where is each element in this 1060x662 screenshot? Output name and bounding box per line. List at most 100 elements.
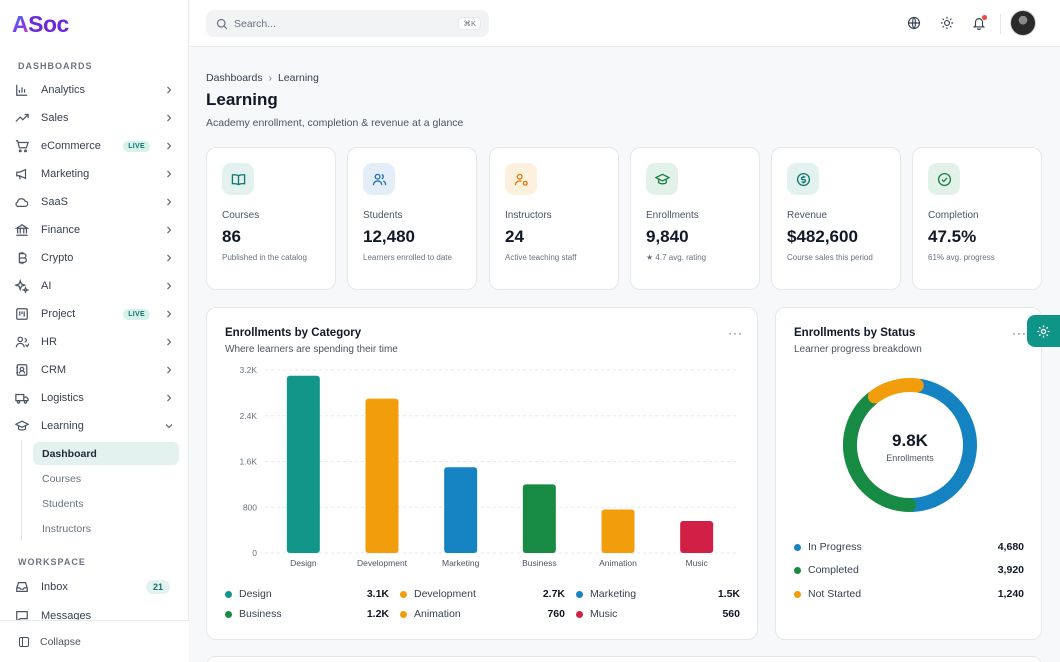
legend-dot: [794, 543, 801, 551]
sidebar-item-label: SaaS: [41, 196, 68, 208]
sidebar-item-label: Marketing: [41, 168, 90, 180]
sidebar-item-learning[interactable]: Learning: [14, 413, 174, 439]
user-cog-icon: [514, 173, 528, 186]
donut-slice-completed: [843, 391, 917, 512]
y-tick-label: 2.4K: [240, 411, 258, 421]
sidebar-item-label: Messages: [41, 610, 92, 622]
sidebar-item-sales[interactable]: Sales: [14, 105, 174, 131]
sidebar-subitem-instructors[interactable]: Instructors: [42, 522, 92, 535]
sidebar-item-crypto[interactable]: Crypto: [14, 245, 174, 271]
globe-icon[interactable]: [906, 15, 922, 31]
sidebar-item-label: Analytics: [41, 84, 86, 96]
search-box[interactable]: ⌘K: [206, 10, 489, 37]
more-options-icon[interactable]: ···: [1012, 326, 1027, 340]
sidebar-subitem-dashboard[interactable]: Dashboard: [33, 442, 179, 465]
legend-item-marketing: Marketing: [576, 588, 636, 600]
avatar[interactable]: [1010, 10, 1036, 36]
kpi-icon-box: [363, 163, 395, 195]
donut-center-label: Enrollments: [886, 453, 934, 463]
sidebar-item-label: AI: [41, 280, 52, 292]
sidebar-item-marketing[interactable]: Marketing: [14, 161, 174, 187]
kanban-icon: [14, 306, 30, 322]
next-card-partial: [206, 656, 1042, 662]
breadcrumb-chevron-icon: ›: [268, 72, 272, 84]
kpi-value: 24: [505, 227, 524, 246]
legend-label: Music: [590, 608, 618, 620]
sidebar-item-inbox[interactable]: Inbox 21: [14, 574, 174, 600]
kpi-note: Active teaching staff: [505, 253, 577, 262]
legend-dot: [576, 590, 583, 598]
legend-item-business: Business: [225, 608, 282, 620]
donut-slice-not-started: [867, 378, 924, 404]
app-logo[interactable]: ASoc: [12, 10, 69, 37]
live-badge: LIVE: [123, 308, 150, 320]
kpi-note: ★ 4.7 avg. rating: [646, 253, 707, 262]
sidebar-item-crm[interactable]: CRM: [14, 357, 174, 383]
bar-design: [286, 375, 320, 553]
sidebar-item-ai[interactable]: AI: [14, 273, 174, 299]
message-icon: [14, 608, 30, 624]
x-tick-label: Marketing: [442, 558, 480, 568]
more-options-icon[interactable]: ···: [728, 326, 743, 340]
sidebar-item-label: Project: [41, 308, 76, 320]
legend-dot: [400, 590, 407, 598]
kpi-note: 61% avg. progress: [928, 253, 995, 262]
breadcrumb-parent[interactable]: Dashboards: [206, 72, 263, 84]
sidebar-item-label: eCommerce: [41, 140, 101, 152]
sidebar-subitem-students[interactable]: Students: [42, 497, 84, 510]
sidebar-item-label: Inbox: [41, 581, 68, 593]
search-input[interactable]: [234, 17, 459, 30]
inbox-count-badge: 21: [145, 580, 170, 594]
bell-icon[interactable]: [971, 15, 987, 31]
chevron-down-icon: [164, 421, 174, 431]
kpi-card-revenue: Revenue $482,600 Course sales this perio…: [771, 147, 901, 290]
chevron-right-icon: [164, 225, 174, 235]
kpi-value: 47.5%: [928, 227, 977, 246]
sidebar-item-ecommerce[interactable]: eCommerce LIVE: [14, 133, 174, 159]
sidebar-item-label: Finance: [41, 224, 81, 236]
sidebar-item-hr[interactable]: HR: [14, 329, 174, 355]
legend-item-completed: Completed: [794, 564, 859, 576]
sidebar-item-saas[interactable]: SaaS: [14, 189, 174, 215]
chevron-right-icon: [164, 337, 174, 347]
legend-value: 2.7K: [542, 588, 565, 600]
collapse-button[interactable]: Collapse: [0, 620, 189, 662]
y-tick-label: 1.6K: [240, 457, 258, 467]
sidebar-item-messages[interactable]: Messages: [14, 603, 174, 629]
sidebar-item-finance[interactable]: Finance: [14, 217, 174, 243]
graduation-cap-icon: [654, 173, 670, 184]
chevron-right-icon: [164, 85, 174, 95]
legend-dot: [400, 610, 407, 618]
chevron-right-icon: [164, 141, 174, 151]
sidebar-subitem-courses[interactable]: Courses: [42, 472, 82, 485]
chevron-right-icon: [164, 393, 174, 403]
sidebar-item-logistics[interactable]: Logistics: [14, 385, 174, 411]
contact-icon: [14, 362, 30, 378]
kpi-label: Revenue: [787, 210, 828, 221]
notification-dot: [982, 15, 987, 20]
bar-animation: [601, 509, 635, 553]
section-label-workspace: WORKSPACE: [18, 557, 86, 567]
legend-dot: [794, 590, 801, 598]
sidebar-item-analytics[interactable]: Analytics: [14, 77, 174, 103]
truck-icon: [14, 390, 30, 406]
bar-marketing: [444, 467, 478, 553]
y-tick-label: 3.2K: [240, 365, 258, 375]
search-shortcut-badge: ⌘K: [458, 17, 481, 30]
legend-value: 4,680: [997, 541, 1024, 553]
card-subtitle: Learner progress breakdown: [794, 344, 922, 355]
settings-fab[interactable]: [1027, 315, 1060, 347]
legend-value: 3,920: [997, 564, 1024, 576]
sidebar-item-label: Sales: [41, 112, 69, 124]
chevron-right-icon: [164, 197, 174, 207]
page-title: Learning: [206, 90, 278, 109]
bar-development: [365, 398, 399, 553]
chevron-right-icon: [164, 309, 174, 319]
kpi-card-completion: Completion 47.5% 61% avg. progress: [912, 147, 1042, 290]
sidebar-item-project[interactable]: Project LIVE: [14, 301, 174, 327]
sidebar-item-label: Logistics: [41, 392, 84, 404]
legend-dot: [225, 610, 232, 618]
sun-icon[interactable]: [939, 15, 955, 31]
breadcrumb: Dashboards › Learning: [206, 72, 319, 84]
legend-label: Development: [414, 588, 476, 600]
